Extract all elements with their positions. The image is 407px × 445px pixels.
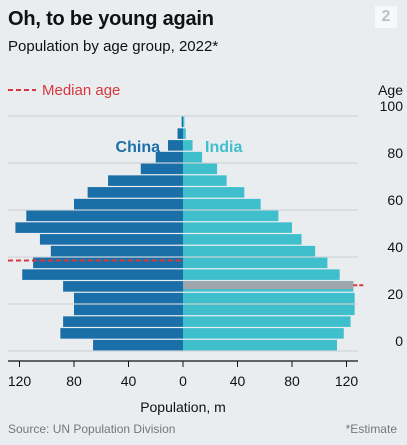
bar-india-20-24: [183, 292, 355, 304]
bar-china-55-59: [26, 210, 183, 222]
bar-india-50-54: [183, 222, 292, 233]
bar-china-0-4: [93, 339, 183, 351]
bar-china-15-19: [74, 304, 183, 316]
bar-india-55-59: [183, 210, 279, 222]
bar-china-10-14: [63, 316, 183, 327]
median-highlight-india: [183, 281, 354, 290]
x-tick-0: 120: [8, 373, 32, 389]
series-label-india: India: [205, 139, 242, 156]
bar-china-40-44: [50, 245, 184, 257]
x-tick-6: 120: [335, 373, 359, 389]
x-tick-2: 40: [121, 373, 137, 389]
y-tick-80: 80: [387, 145, 403, 161]
bar-india-95-99: [183, 116, 185, 128]
bar-india-0-4: [183, 339, 337, 351]
bar-china-30-34: [22, 269, 183, 280]
bar-china-85-89: [168, 140, 183, 151]
bar-china-75-79: [140, 163, 183, 175]
estimate-footnote: *Estimate: [345, 422, 397, 436]
bar-china-95-99: [181, 116, 183, 128]
bar-india-10-14: [183, 316, 351, 327]
bar-china-70-74: [108, 175, 183, 186]
x-tick-5: 80: [284, 373, 300, 389]
bar-india-35-39: [183, 257, 328, 269]
series-label-china: China: [116, 139, 161, 156]
gridlines: [8, 115, 358, 352]
bar-china-90-94: [177, 128, 183, 139]
bar-india-80-84: [183, 151, 203, 163]
x-tick-3: 0: [179, 373, 187, 389]
source-note: Source: UN Population Division: [8, 422, 176, 436]
bar-china-50-54: [15, 222, 183, 233]
bar-india-30-34: [183, 269, 340, 280]
bar-india-90-94: [183, 128, 186, 139]
chart-title: Oh, to be young again: [8, 8, 214, 30]
y-tick-0: 0: [395, 333, 403, 349]
bar-india-5-9: [183, 328, 344, 339]
y-tick-60: 60: [387, 192, 403, 208]
bar-india-15-19: [183, 304, 355, 316]
y-tick-20: 20: [387, 286, 403, 302]
bars: [15, 116, 355, 351]
x-axis-title: Population, m: [140, 399, 226, 415]
bar-india-85-89: [183, 140, 193, 151]
bar-china-65-69: [87, 187, 183, 198]
y-tick-100: 100: [380, 98, 404, 114]
bar-india-70-74: [183, 175, 227, 186]
bar-india-40-44: [183, 245, 316, 257]
x-tick-4: 40: [230, 373, 246, 389]
axis-labels: 0 20 40 60 80 100 120 80 40 0 40 80 120: [8, 98, 403, 389]
bar-china-80-84: [155, 151, 183, 163]
bar-india-75-79: [183, 163, 218, 175]
bar-india-65-69: [183, 187, 245, 198]
bar-india-60-64: [183, 198, 261, 210]
chart-number-badge: 2: [375, 6, 397, 28]
y-axis-title: Age: [378, 82, 403, 98]
bar-india-45-49: [183, 234, 302, 245]
bar-china-25-29: [63, 281, 183, 292]
bar-china-5-9: [60, 328, 183, 339]
bar-china-45-49: [39, 234, 183, 245]
bar-china-60-64: [74, 198, 183, 210]
bar-china-20-24: [74, 292, 183, 304]
chart-subtitle: Population by age group, 2022*: [8, 38, 219, 55]
y-tick-40: 40: [387, 239, 403, 255]
bar-china-35-39: [33, 257, 183, 269]
x-tick-1: 80: [66, 373, 82, 389]
median-legend-label: Median age: [42, 82, 120, 99]
median-lines: [8, 259, 364, 290]
